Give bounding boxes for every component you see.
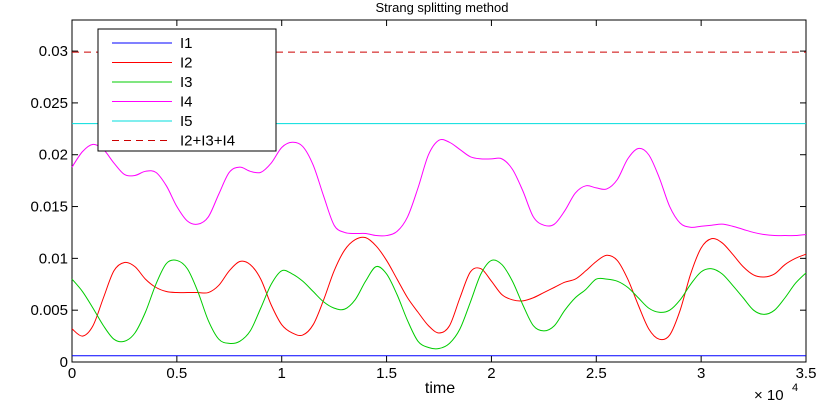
x-tick-label: 3.5	[796, 365, 817, 382]
y-tick-label: 0.02	[39, 147, 68, 164]
x-axis-multiplier: × 10 4	[754, 382, 798, 404]
legend-label-3: I3	[180, 74, 193, 91]
y-tick-label: 0.03	[39, 43, 68, 60]
x-tick-label: 2	[487, 365, 495, 382]
x-tick-label: 3	[697, 365, 705, 382]
x-tick-label: 1.5	[376, 365, 397, 382]
series-line-4	[71, 138, 807, 237]
x-multiplier-exponent: 4	[792, 382, 798, 394]
y-tick-label: 0.015	[30, 199, 68, 216]
x-tick-label: 2.5	[586, 365, 607, 382]
x-tick-label: 1	[278, 365, 286, 382]
series-line-3	[71, 259, 807, 350]
legend-label-5: I5	[180, 113, 193, 130]
legend: I1 I2 I3 I4 I5 I2+I3+I4	[97, 28, 277, 152]
legend-label-2: I2	[180, 55, 193, 72]
y-tick-label: 0	[60, 354, 68, 371]
y-tick-label: 0.025	[30, 95, 68, 112]
x-axis-label: time	[425, 380, 455, 397]
x-tick-label: 0	[68, 365, 76, 382]
legend-label-6: I2+I3+I4	[180, 133, 235, 150]
legend-label-4: I4	[180, 94, 193, 111]
y-tick-label: 0.01	[39, 250, 68, 267]
chart-title: Strang splitting method	[376, 0, 509, 15]
y-tick-label: 0.005	[30, 302, 68, 319]
tick-layer: 0 0.5 1 1.5 2 2.5 3 3.5 0 0.005 0.01 0.015 0.02 0.025…	[30, 20, 816, 382]
legend-box	[97, 28, 277, 152]
x-multiplier-base: × 10	[754, 387, 784, 404]
series-line-2	[71, 236, 807, 341]
legend-label-1: I1	[180, 35, 193, 52]
x-tick-label: 0.5	[166, 365, 187, 382]
